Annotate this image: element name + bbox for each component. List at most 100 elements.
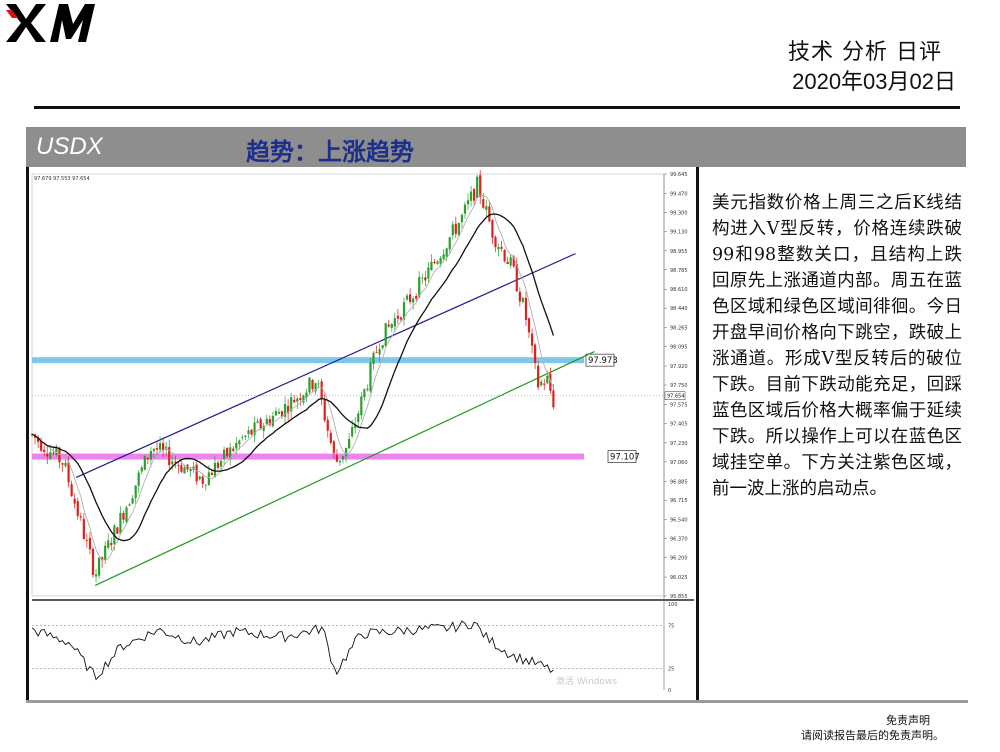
candle-body: [198, 476, 201, 480]
y-tick-label: 99.645: [670, 172, 688, 178]
candle-body: [36, 437, 40, 443]
candle-body: [226, 447, 229, 457]
level-tag-box: [585, 353, 615, 367]
candle-body: [256, 421, 259, 423]
candle-body: [503, 250, 506, 262]
candle-body: [442, 254, 445, 259]
candle-body: [46, 453, 49, 457]
candle-body: [482, 199, 485, 208]
candle-body: [375, 352, 378, 353]
y-tick-label: 97.405: [670, 421, 688, 427]
price-chart: 99.645 99.470 99.300 99.130 98.955 98.785 98.6…: [30, 170, 694, 694]
candle-body: [439, 258, 442, 264]
y-tick-label: 97.920: [670, 364, 688, 370]
candle-body: [421, 277, 424, 279]
candle-body: [479, 175, 482, 197]
support-zone: [32, 453, 584, 460]
candle-body: [253, 422, 256, 436]
oscillator-tick-label: 25: [668, 667, 674, 673]
candle-body: [552, 390, 555, 408]
last-price-box: [664, 391, 686, 400]
candle-body: [433, 262, 436, 264]
candle-body: [366, 388, 369, 390]
candle-body: [473, 188, 476, 201]
candle-body: [500, 246, 503, 249]
candle-body: [168, 447, 171, 466]
candle-body: [85, 540, 88, 542]
candle-body: [61, 463, 64, 465]
xm-logo: [6, 4, 95, 42]
candle-body: [247, 430, 250, 434]
oscillator-panel: 100 75 25 0: [31, 602, 678, 694]
candle-body: [180, 465, 183, 472]
candle-body: [152, 448, 156, 451]
candle-body: [293, 399, 296, 403]
candle-body: [448, 237, 451, 250]
candle-body: [58, 447, 61, 463]
candle-body: [390, 324, 393, 329]
y-tick-label: 96.200: [670, 556, 688, 562]
candle-body: [412, 298, 415, 303]
candle-body: [424, 277, 427, 281]
candle-body: [488, 206, 491, 222]
y-tick-label: 99.300: [670, 210, 688, 216]
candle-body: [408, 294, 412, 302]
candle-body: [70, 484, 73, 497]
candle-body: [107, 540, 110, 548]
trend-label: 趋势：上涨趋势: [246, 138, 414, 166]
candle-body: [305, 392, 308, 398]
candle-body: [143, 456, 146, 470]
candle-body: [296, 398, 299, 402]
oscillator-tick-label: 0: [668, 688, 671, 694]
candle-body: [189, 468, 192, 472]
y-tick-label: 96.025: [670, 575, 688, 581]
candle-body: [290, 397, 293, 412]
candle-body: [344, 447, 348, 457]
candle-body: [186, 464, 189, 470]
candle-body: [457, 222, 460, 236]
candle-body: [241, 437, 244, 439]
candle-body: [128, 504, 131, 506]
candle-body: [537, 365, 540, 388]
candle-body: [527, 318, 531, 333]
candle-body: [158, 443, 162, 450]
candle-body: [94, 574, 98, 577]
candle-body: [280, 411, 284, 417]
candle-body: [494, 236, 497, 248]
analysis-commentary: 美元指数价格上周三之后K线结构进入V型反转，价格连续跌破99和98整数关口，且结…: [712, 190, 962, 502]
candle-body: [524, 297, 528, 320]
candle-body: [162, 443, 165, 450]
candle-body: [348, 438, 351, 449]
candle-body: [171, 461, 174, 465]
y-tick-label: 98.265: [670, 326, 688, 332]
candle-body: [515, 263, 518, 292]
ohlc-readout: 97.679 97.553 97.654: [34, 176, 90, 182]
candle-body: [314, 383, 317, 392]
candle-body: [131, 498, 134, 504]
candle-body: [140, 467, 143, 472]
candle-body: [415, 295, 418, 299]
commentary-text: 美元指数价格上周三之后K线结构进入V型反转，价格连续跌破99和98整数关口，且结…: [712, 193, 962, 499]
candle-body: [137, 472, 140, 486]
candle-body: [229, 447, 232, 459]
y-tick-label: 98.440: [670, 306, 688, 312]
candle-body: [64, 462, 67, 467]
candle-body: [210, 472, 213, 476]
candle-body: [543, 383, 546, 385]
moving-average-fast: [31, 194, 554, 561]
candle-body: [213, 462, 217, 478]
candle-body: [110, 543, 113, 546]
candles: [30, 170, 555, 583]
candle-body: [259, 419, 262, 429]
candle-body: [55, 447, 58, 455]
y-tick-label: 97.230: [670, 441, 688, 447]
disclaimer-text: 请阅读报告最后的免责声明。: [801, 729, 944, 742]
frame-left-border: [26, 167, 29, 700]
candle-body: [335, 455, 339, 462]
candle-body: [469, 191, 473, 201]
disclaimer-title: 免责声明: [886, 714, 930, 727]
candle-body: [52, 452, 55, 454]
candle-body: [460, 214, 464, 223]
candle-body: [283, 403, 287, 417]
symbol-label: USDX: [36, 133, 103, 160]
